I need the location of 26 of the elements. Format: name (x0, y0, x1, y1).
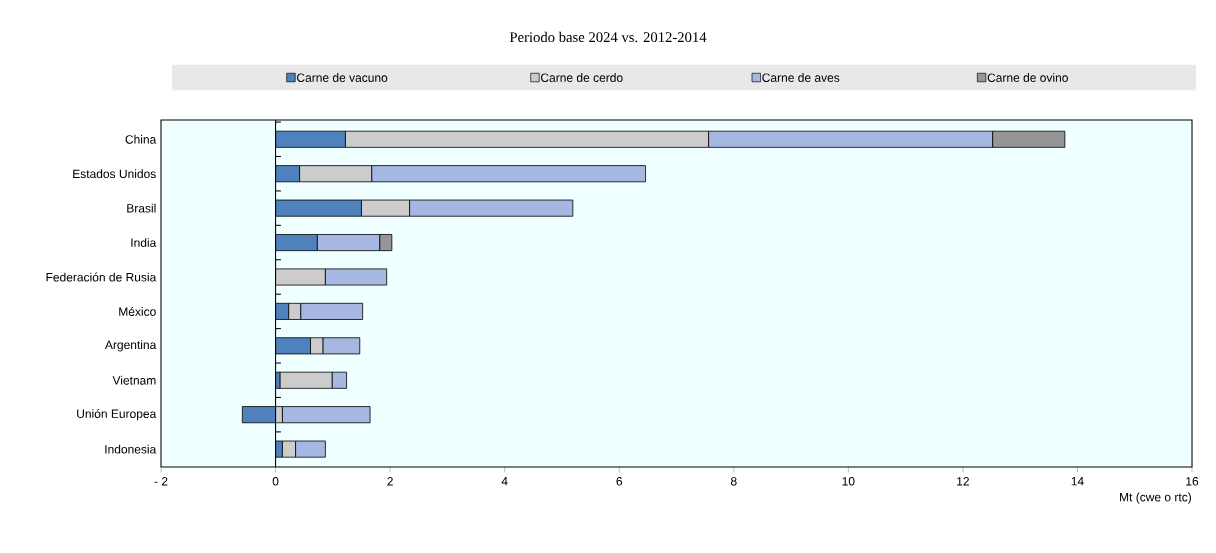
y-tick-label: Argentina (104, 340, 157, 352)
x-tick-label: 2 (387, 477, 393, 486)
x-tick-label: 8 (730, 477, 737, 486)
x-tick-label: 4 (501, 477, 508, 486)
y-tick-label: Estados Unidos (73, 169, 156, 179)
y-tick-label: Indonesia (105, 444, 157, 454)
y-tick-label: India (131, 238, 157, 247)
legend-label: Carne de aves (762, 73, 840, 82)
legend-label: Carne de ovino (987, 73, 1068, 82)
y-tick-label: China (125, 134, 157, 144)
chart-subtitle: Periodo base 2024 vs. 2012-2014 (509, 31, 707, 43)
y-tick-label: Brasil (127, 203, 156, 213)
x-tick-label: 14 (1071, 477, 1084, 486)
x-tick-label: 6 (616, 477, 623, 486)
y-tick-label: Federación de Rusia (46, 272, 157, 282)
legend-label: Carne de cerdo (541, 73, 623, 82)
y-tick-label: Vietnam (112, 375, 156, 385)
x-tick-label: 16 (1186, 477, 1199, 486)
x-tick-label: - 2 (154, 477, 168, 486)
y-tick-label: México (119, 306, 156, 316)
x-axis-title: Mt (cwe o rtc) (1120, 492, 1191, 504)
x-tick-label: 0 (272, 477, 279, 486)
y-tick-label: Unión Europea (77, 409, 157, 421)
legend-label: Carne de vacuno (297, 73, 388, 82)
x-tick-label: 10 (842, 477, 855, 486)
x-tick-label: 12 (957, 477, 969, 486)
